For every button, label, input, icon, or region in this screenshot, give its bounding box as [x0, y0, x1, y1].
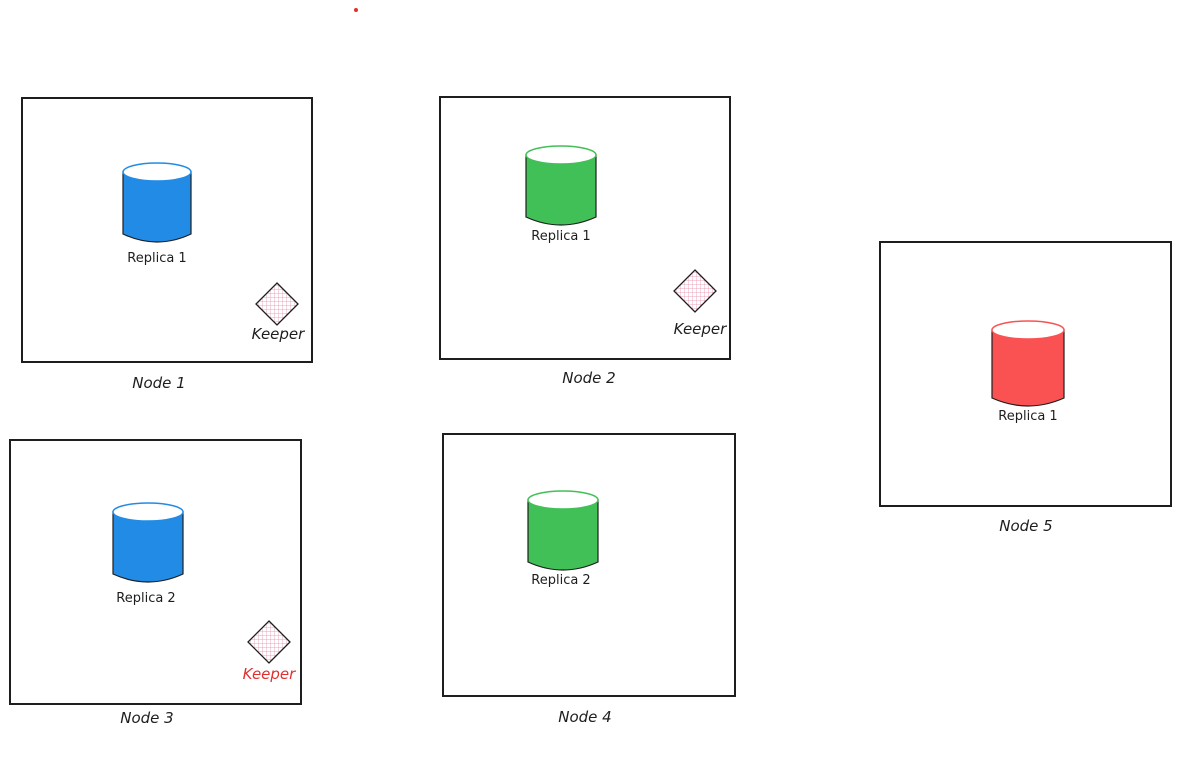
node-label: Node 5	[999, 517, 1053, 535]
replica-cylinder-icon	[527, 490, 599, 571]
keeper-label: Keeper	[251, 325, 305, 343]
replica-cylinder-icon	[525, 145, 597, 226]
node-label: Node 1	[132, 374, 186, 392]
keeper-icon	[255, 282, 299, 326]
replica-label: Replica 1	[531, 229, 591, 244]
replica-label: Replica 1	[998, 409, 1058, 424]
replica-cylinder-icon	[112, 502, 184, 583]
replica-cylinder-icon	[991, 320, 1065, 407]
node-label: Node 2	[562, 369, 616, 387]
keeper-label: Keeper	[242, 665, 296, 683]
replica-label: Replica 2	[531, 573, 591, 588]
keeper-icon	[673, 269, 717, 313]
keeper-icon	[247, 620, 291, 664]
node-label: Node 4	[558, 708, 612, 726]
stray-dot	[354, 8, 358, 12]
replica-cylinder-icon	[122, 162, 192, 243]
node-label: Node 3	[120, 709, 174, 727]
keeper-label: Keeper	[673, 320, 727, 338]
node-2-box	[439, 96, 731, 360]
replica-label: Replica 1	[127, 251, 187, 266]
replica-label: Replica 2	[116, 591, 176, 606]
